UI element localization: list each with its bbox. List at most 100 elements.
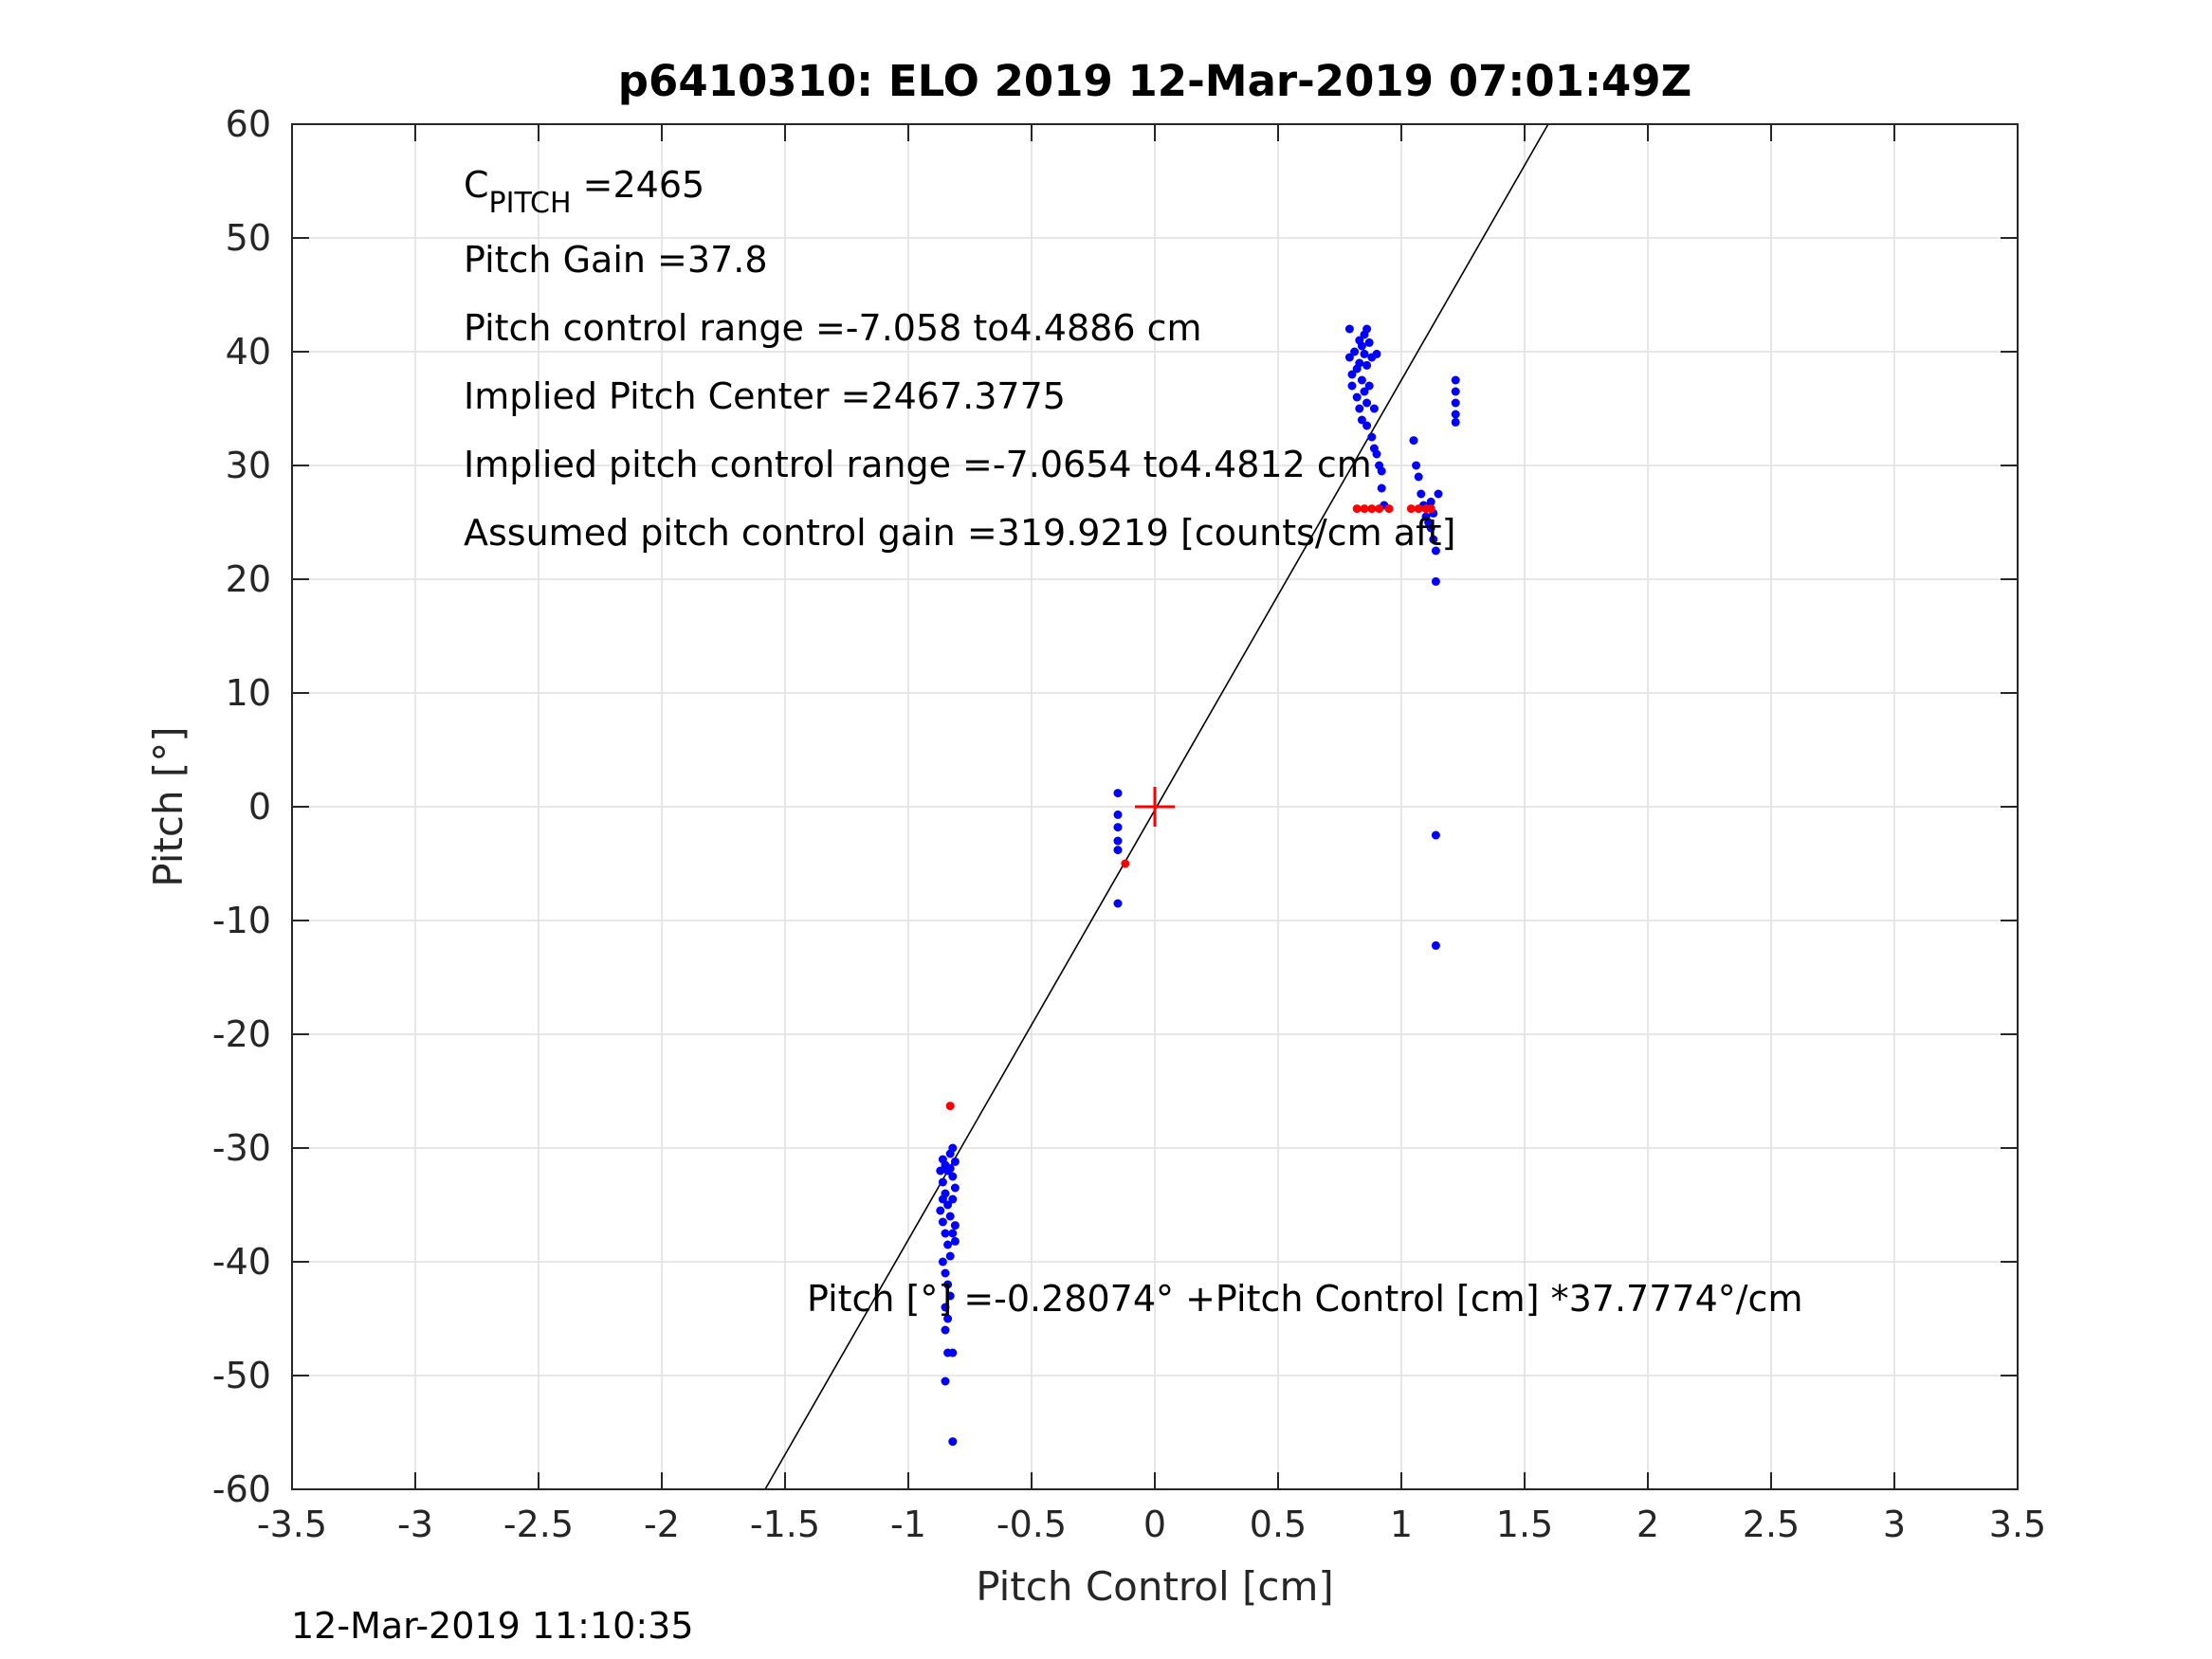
tick-label-x: 1 <box>1390 1504 1413 1545</box>
data-point <box>1113 823 1123 832</box>
data-point <box>941 1303 950 1312</box>
data-point <box>1426 523 1435 533</box>
data-point <box>948 1194 958 1204</box>
data-point <box>1360 349 1369 358</box>
tick-label-x: 3 <box>1883 1504 1906 1545</box>
tick-labels-y: -60 -50 -40 -30 -20 -10 0 10 20 30 40 50 60 <box>212 103 271 1510</box>
tick-label-y: -30 <box>212 1127 271 1169</box>
data-point <box>1372 349 1381 358</box>
tick-label-x: -0.5 <box>996 1504 1067 1545</box>
data-point <box>1367 504 1377 514</box>
data-point <box>936 1166 945 1176</box>
data-point <box>1426 497 1435 506</box>
tick-label-y: -40 <box>212 1241 271 1283</box>
data-point <box>1357 375 1366 385</box>
data-point <box>948 1437 958 1447</box>
data-point <box>1360 504 1369 514</box>
data-point <box>948 1229 958 1238</box>
data-point <box>1434 489 1443 499</box>
data-point <box>1352 504 1362 514</box>
data-point <box>1362 360 1372 370</box>
data-point <box>1367 432 1377 442</box>
data-point <box>1431 576 1440 586</box>
data-point <box>945 1212 955 1221</box>
data-point <box>1362 421 1372 430</box>
data-point <box>1414 472 1423 482</box>
data-point <box>1406 504 1416 514</box>
data-point <box>1357 341 1366 351</box>
data-point <box>1377 466 1386 476</box>
data-point <box>1451 387 1460 396</box>
data-point <box>950 1236 960 1246</box>
data-point <box>943 1200 953 1210</box>
data-point <box>1451 375 1460 385</box>
timestamp: 12-Mar-2019 11:10:35 <box>291 1605 694 1647</box>
data-point <box>1360 387 1369 396</box>
cpitch-value: =2465 <box>572 164 705 206</box>
data-point <box>1375 504 1384 514</box>
tick-label-x: 2.5 <box>1743 1504 1800 1545</box>
data-point <box>1426 504 1435 514</box>
data-point <box>1362 398 1372 408</box>
data-point <box>1113 899 1123 908</box>
data-point <box>1364 337 1374 347</box>
tick-label-x: 0 <box>1143 1504 1166 1545</box>
data-point <box>950 1157 960 1166</box>
tick-label-y: 10 <box>226 672 271 714</box>
data-point <box>941 1268 950 1278</box>
tick-label-y: 60 <box>226 103 271 145</box>
tick-label-y: 50 <box>226 217 271 259</box>
data-point <box>1121 859 1130 868</box>
data-point <box>938 1217 947 1227</box>
data-point <box>1113 789 1123 798</box>
tick-label-x: -2 <box>644 1504 680 1545</box>
data-point <box>1429 535 1438 544</box>
tick-label-y: 30 <box>226 445 271 486</box>
data-point <box>950 1221 960 1231</box>
data-point <box>1414 504 1423 514</box>
data-point <box>1369 404 1379 413</box>
data-point <box>1352 392 1362 402</box>
center-marker <box>1135 787 1175 827</box>
data-point <box>948 1143 958 1153</box>
data-point <box>1431 940 1440 950</box>
data-point <box>1113 836 1123 846</box>
data-point <box>948 1348 958 1358</box>
cpitch-main: C <box>464 164 489 206</box>
data-point <box>938 1194 947 1204</box>
x-axis-label: Pitch Control [cm] <box>976 1563 1334 1610</box>
data-point <box>941 1325 950 1335</box>
data-point <box>1355 404 1364 413</box>
data-point <box>1372 449 1381 459</box>
tick-label-x: 0.5 <box>1250 1504 1307 1545</box>
data-point <box>1344 353 1354 362</box>
ticks-x <box>291 124 2019 1489</box>
pitch-gain-annotation: Pitch Gain =37.8 <box>464 239 768 281</box>
tick-label-y: -10 <box>212 900 271 941</box>
tick-label-x: -2.5 <box>503 1504 574 1545</box>
red-points <box>945 504 1435 1111</box>
data-point <box>936 1206 945 1215</box>
tick-label-x: -3 <box>397 1504 433 1545</box>
data-point <box>1362 324 1372 334</box>
data-point <box>1347 370 1357 379</box>
data-point <box>1451 417 1460 427</box>
data-point <box>1431 546 1440 556</box>
tick-label-x: 3.5 <box>1989 1504 2046 1545</box>
data-point <box>943 1240 953 1249</box>
data-point <box>945 1291 955 1301</box>
data-point <box>948 1172 958 1181</box>
data-point <box>943 1280 953 1289</box>
chart-title: p6410310: ELO 2019 12-Mar-2019 07:01:49Z <box>618 56 1691 106</box>
data-point <box>950 1183 960 1193</box>
y-axis-label: Pitch [°] <box>145 726 192 886</box>
tick-label-x: -3.5 <box>257 1504 327 1545</box>
tick-label-y: -50 <box>212 1355 271 1396</box>
control-range-annotation: Pitch control range =-7.058 to4.4886 cm <box>464 307 1201 349</box>
data-point <box>1412 461 1421 470</box>
blue-points <box>936 324 1460 1447</box>
ticks-y <box>292 123 2018 1490</box>
data-point <box>1364 381 1374 391</box>
tick-label-y: 40 <box>226 331 271 373</box>
